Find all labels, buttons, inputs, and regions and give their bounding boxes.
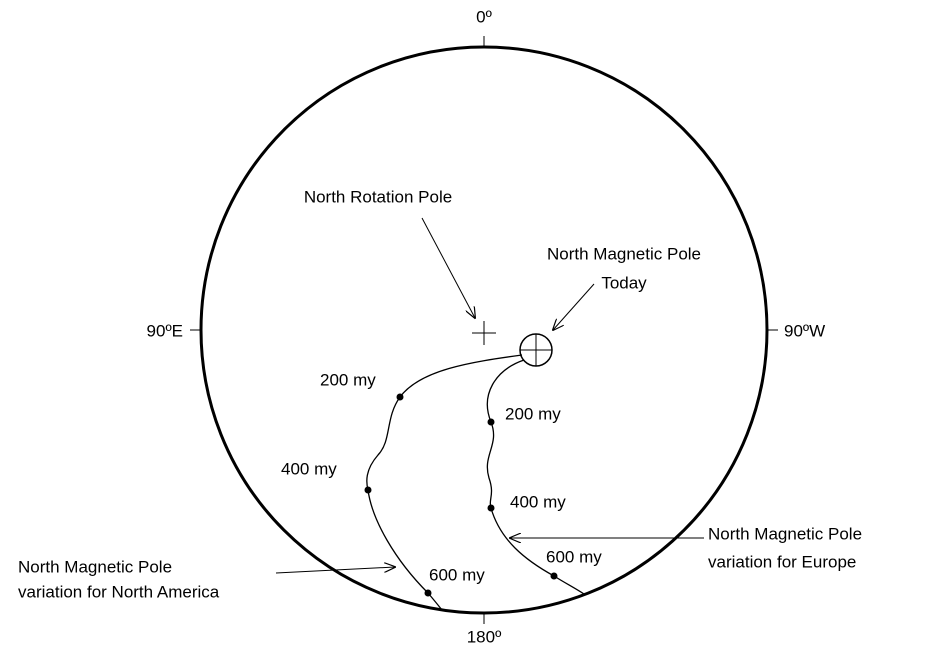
label: North Rotation Pole	[304, 187, 452, 206]
compass-label: 0º	[476, 7, 492, 26]
label: 600 my	[546, 547, 602, 566]
arrow	[275, 567, 395, 574]
compass-label: 90ºW	[784, 321, 825, 340]
arrow	[553, 283, 595, 330]
compass-label: 90ºE	[147, 321, 183, 340]
arrow	[421, 217, 475, 318]
label: North Magnetic Pole	[18, 557, 172, 576]
label: 200 my	[320, 370, 376, 389]
label: 400 my	[510, 492, 566, 511]
point	[487, 504, 495, 512]
point	[487, 418, 495, 426]
label: 200 my	[505, 404, 561, 423]
label: variation for Europe	[708, 552, 856, 571]
label: North Magnetic Pole	[708, 524, 862, 543]
point	[396, 393, 404, 401]
label: Today	[601, 273, 647, 292]
point	[550, 572, 558, 580]
point	[424, 589, 432, 597]
label: North Magnetic Pole	[547, 244, 701, 263]
point	[364, 486, 372, 494]
compass-label: 180º	[467, 627, 502, 646]
label: 600 my	[429, 565, 485, 584]
label: 400 my	[281, 459, 337, 478]
label: variation for North America	[18, 582, 220, 601]
